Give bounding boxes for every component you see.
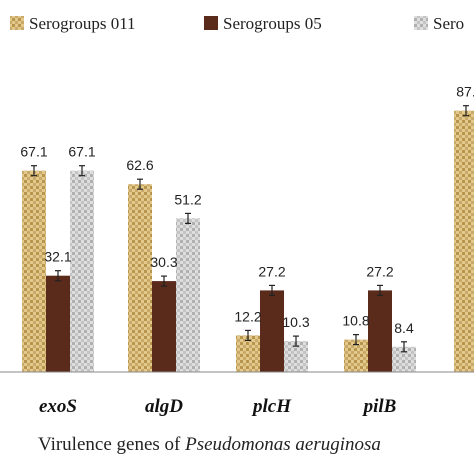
- legend-item-series-2: Sero: [414, 14, 464, 33]
- x-tick-label-algD: algD: [145, 396, 183, 417]
- data-label-pilB-series-0: 10.8: [342, 313, 369, 329]
- bar-algD-series-2: [176, 218, 200, 372]
- x-axis-label-italic: Pseudomonas aeruginosa: [184, 434, 381, 455]
- error-bar-exoS-series-1: [55, 270, 61, 282]
- legend: Serogroups 011 Serogroups 05 Sero: [10, 14, 464, 33]
- bar-exoS-series-0: [22, 170, 46, 372]
- data-label-algD-series-0: 62.6: [126, 157, 153, 173]
- legend-item-series-0: Serogroups 011: [10, 14, 136, 33]
- error-bar-plcH-series-1: [269, 284, 275, 296]
- bar-pilB-series-1: [368, 290, 392, 372]
- x-tick-labels: exoSalgDplcHpilBe: [39, 396, 397, 417]
- error-bar-plcH-series-2: [293, 335, 299, 347]
- data-label-exoS-series-1: 32.1: [44, 249, 71, 265]
- bar-e-series-0: [454, 110, 474, 372]
- error-bar-exoS-series-0: [31, 165, 37, 177]
- error-bar-pilB-series-2: [401, 341, 407, 353]
- data-label-plcH-series-0: 12.2: [234, 308, 261, 324]
- bar-plcH-series-1: [260, 290, 284, 372]
- error-bar-algD-series-0: [137, 178, 143, 190]
- legend-swatch-series-0: [10, 16, 24, 30]
- error-bar-pilB-series-0: [353, 334, 359, 346]
- x-axis-label-prefix: Virulence genes of: [38, 434, 185, 455]
- data-label-e-series-0: 87.: [456, 84, 474, 100]
- data-label-pilB-series-2: 8.4: [394, 320, 414, 336]
- data-label-exoS-series-2: 67.1: [68, 144, 95, 160]
- error-bar-plcH-series-0: [245, 329, 251, 341]
- legend-swatch-series-2: [414, 16, 428, 30]
- bar-algD-series-0: [128, 184, 152, 372]
- data-label-algD-series-2: 51.2: [174, 191, 201, 207]
- x-tick-label-pilB: pilB: [362, 396, 397, 417]
- bar-algD-series-1: [152, 281, 176, 372]
- error-bar-e-series-0: [463, 105, 469, 117]
- legend-item-series-1: Serogroups 05: [204, 14, 322, 33]
- error-bar-exoS-series-2: [79, 165, 85, 177]
- error-bar-pilB-series-1: [377, 284, 383, 296]
- bar-exoS-series-2: [70, 170, 94, 372]
- bar-exoS-series-1: [46, 275, 70, 372]
- legend-label-series-1: Serogroups 05: [223, 14, 322, 33]
- error-bar-algD-series-1: [161, 275, 167, 287]
- data-label-exoS-series-0: 67.1: [20, 144, 47, 160]
- legend-label-series-2: Sero: [433, 14, 464, 33]
- x-tick-label-exoS: exoS: [39, 396, 77, 417]
- x-tick-label-plcH: plcH: [251, 396, 292, 417]
- legend-label-series-0: Serogroups 011: [29, 14, 136, 33]
- data-label-pilB-series-1: 27.2: [366, 263, 393, 279]
- data-label-plcH-series-2: 10.3: [282, 314, 309, 330]
- bars-layer: [22, 105, 474, 372]
- data-label-algD-series-1: 30.3: [150, 254, 177, 270]
- data-labels-layer: 67.1 32.1 67.1 62.6 30.3 51.2 12.2 27.2 10.3 10.8…: [20, 84, 474, 336]
- x-axis-label: Virulence genes of Pseudomonas aeruginos…: [38, 434, 381, 455]
- legend-swatch-series-1: [204, 16, 218, 30]
- error-bar-algD-series-2: [185, 212, 191, 224]
- bar-plcH-series-0: [236, 335, 260, 372]
- data-label-plcH-series-1: 27.2: [258, 263, 285, 279]
